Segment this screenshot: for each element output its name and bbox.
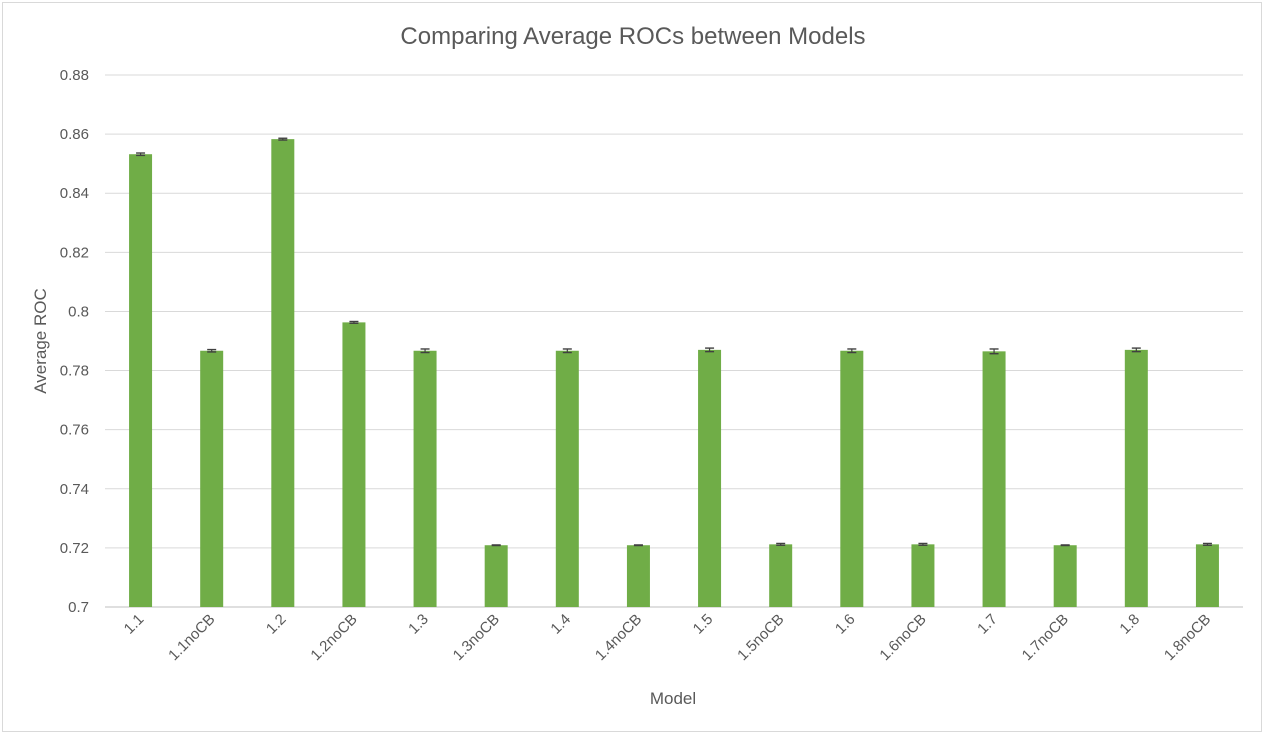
y-tick-label: 0.78 bbox=[60, 363, 89, 380]
error-bar bbox=[491, 544, 501, 547]
x-axis-ticks: 1.1 1.1noCB 1.2 1.2noCB 1.3 1.3noCB 1.4 1.4noCB… bbox=[121, 611, 1215, 664]
x-tick-label: 1.2noCB bbox=[307, 611, 360, 664]
error-bar bbox=[776, 542, 786, 546]
y-tick-label: 0.88 bbox=[60, 67, 89, 84]
bar bbox=[1124, 349, 1148, 607]
x-tick-label: 1.5noCB bbox=[734, 611, 787, 664]
x-tick-label: 1.4 bbox=[547, 611, 574, 638]
x-tick-label: 1.3 bbox=[405, 611, 432, 638]
bar bbox=[129, 154, 153, 607]
error-bar bbox=[705, 347, 715, 353]
y-tick-label: 0.84 bbox=[60, 185, 89, 202]
bar bbox=[1195, 544, 1219, 607]
error-bar bbox=[633, 544, 643, 547]
gridlines bbox=[105, 74, 1243, 608]
y-tick-label: 0.76 bbox=[60, 422, 89, 439]
x-tick-label: 1.8noCB bbox=[1161, 611, 1214, 664]
x-tick-label: 1.6noCB bbox=[876, 611, 929, 664]
x-tick-label: 1.1noCB bbox=[165, 611, 218, 664]
error-bar bbox=[562, 348, 572, 354]
y-tick-label: 0.74 bbox=[60, 481, 89, 498]
y-axis-ticks: 0.7 0.72 0.74 0.76 0.78 0.8 0.82 0.84 0.86 0.88 bbox=[60, 67, 89, 616]
x-tick-label: 1.3noCB bbox=[450, 611, 503, 664]
x-axis-title: Model bbox=[650, 689, 696, 708]
error-bar bbox=[1131, 347, 1141, 353]
error-bar bbox=[1202, 542, 1212, 546]
bar bbox=[911, 544, 935, 607]
bar bbox=[200, 350, 224, 607]
error-bar bbox=[278, 137, 288, 141]
error-bar bbox=[136, 152, 146, 157]
error-bar bbox=[847, 348, 857, 354]
x-tick-label: 1.1 bbox=[121, 611, 148, 638]
y-tick-label: 0.7 bbox=[68, 599, 89, 616]
error-bar bbox=[420, 348, 430, 354]
bar bbox=[698, 349, 722, 607]
bar bbox=[342, 322, 366, 607]
y-tick-label: 0.86 bbox=[60, 126, 89, 143]
bar bbox=[982, 351, 1006, 607]
y-tick-label: 0.72 bbox=[60, 540, 89, 557]
bars bbox=[129, 139, 1219, 607]
bar bbox=[626, 545, 650, 607]
x-tick-label: 1.5 bbox=[690, 611, 717, 638]
bar bbox=[1053, 545, 1077, 607]
error-bar bbox=[989, 348, 999, 355]
bar bbox=[484, 545, 508, 607]
error-bars bbox=[136, 137, 1212, 547]
error-bar bbox=[349, 320, 359, 324]
error-bar bbox=[1060, 544, 1070, 547]
x-tick-label: 1.2 bbox=[263, 611, 290, 638]
x-tick-label: 1.6 bbox=[832, 611, 859, 638]
y-tick-label: 0.82 bbox=[60, 244, 89, 261]
x-tick-label: 1.8 bbox=[1116, 611, 1143, 638]
bar bbox=[271, 139, 295, 607]
bar bbox=[555, 350, 579, 607]
y-tick-label: 0.8 bbox=[68, 303, 89, 320]
error-bar bbox=[207, 348, 217, 353]
x-tick-label: 1.7 bbox=[974, 611, 1001, 638]
bar bbox=[413, 350, 437, 607]
x-tick-label: 1.7noCB bbox=[1019, 611, 1072, 664]
chart-title: Comparing Average ROCs between Models bbox=[400, 23, 865, 50]
bar bbox=[840, 350, 864, 607]
y-axis-title: Average ROC bbox=[31, 288, 50, 394]
error-bar bbox=[918, 542, 928, 546]
bar bbox=[769, 544, 793, 607]
x-tick-label: 1.4noCB bbox=[592, 611, 645, 664]
